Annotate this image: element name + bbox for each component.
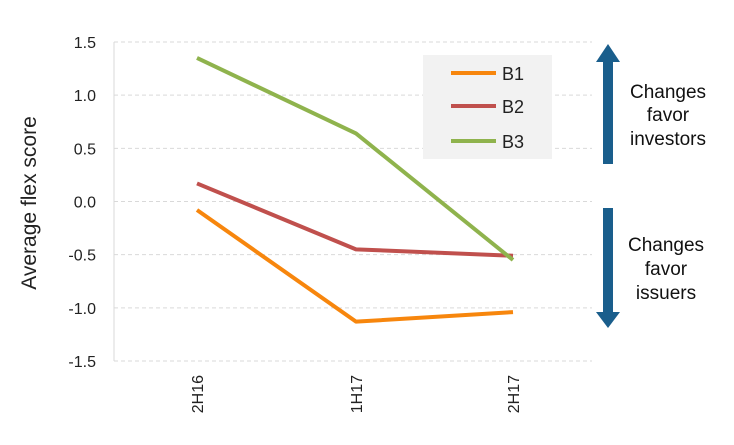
y-tick-label: -1.0 (68, 301, 96, 318)
direction-arrows (596, 44, 620, 328)
y-tick-label: -1.5 (68, 354, 96, 371)
y-tick-label: 1.0 (74, 88, 96, 105)
y-tick-label: 0.0 (74, 195, 96, 212)
series-lines (195, 56, 515, 324)
x-tick-label: 2H17 (506, 375, 523, 413)
legend-label-b1: B1 (502, 64, 524, 84)
y-tick-label: -0.5 (68, 248, 96, 265)
y-tick-labels: 1.5 1.0 0.5 0.0 -0.5 -1.0 -1.5 (68, 35, 96, 371)
y-tick-label: 1.5 (74, 35, 96, 52)
x-tick-label: 1H17 (349, 375, 366, 413)
x-tick-label: 2H16 (190, 375, 207, 413)
series-line-b2 (196, 181, 514, 258)
series-line-b1 (195, 208, 514, 324)
y-axis-label: Average flex score (18, 116, 41, 290)
annotation-investors-line1: Changes (630, 82, 706, 103)
annotation-issuers: Changes favor issuers (628, 235, 704, 304)
down-arrow-icon (596, 208, 620, 328)
annotation-issuers-line2: favor (645, 259, 688, 280)
annotation-investors: Changes favor investors (630, 82, 706, 150)
legend-label-b3: B3 (502, 132, 524, 152)
up-arrow-icon (596, 44, 620, 164)
annotation-investors-line3: investors (630, 129, 706, 150)
legend: B1 B2 B3 (423, 55, 552, 159)
gridlines (114, 41, 592, 362)
legend-label-b2: B2 (502, 97, 524, 117)
series-line-b3 (196, 56, 515, 262)
x-tick-labels: 2H16 1H17 2H17 (190, 375, 523, 413)
annotation-issuers-line1: Changes (628, 235, 704, 256)
y-tick-label: 0.5 (74, 141, 96, 158)
annotation-issuers-line3: issuers (636, 283, 696, 304)
annotation-investors-line2: favor (647, 105, 690, 126)
